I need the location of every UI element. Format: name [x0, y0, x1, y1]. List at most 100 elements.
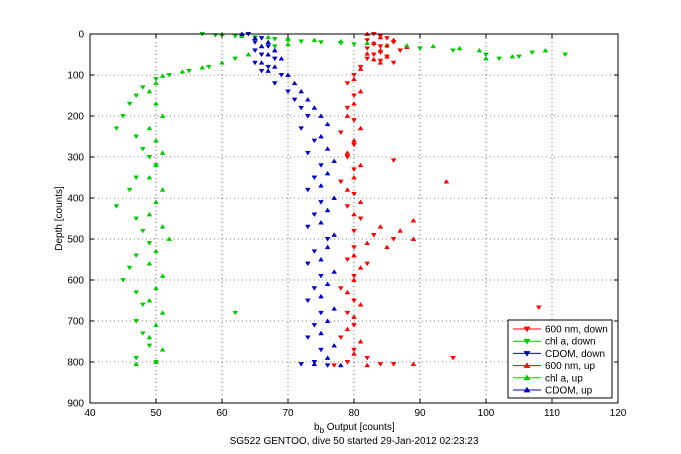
data-point: [351, 252, 357, 258]
data-point: [146, 174, 153, 180]
data-point: [351, 118, 357, 123]
data-point: [318, 347, 324, 353]
data-point: [265, 44, 272, 49]
data-point: [133, 355, 140, 361]
data-point: [337, 38, 344, 44]
figure-caption: SG522 GENTOO, dive 50 started 29-Jan-201…: [230, 436, 479, 447]
data-point: [146, 125, 153, 131]
data-point: [298, 362, 305, 367]
data-point: [344, 204, 351, 209]
data-point: [384, 53, 390, 59]
data-point: [159, 150, 166, 155]
data-point: [377, 60, 384, 65]
legend-label: CDOM, down: [545, 349, 605, 360]
data-point: [159, 113, 166, 118]
y-tick-label: 200: [67, 112, 84, 123]
x-tick-label: 120: [610, 408, 627, 419]
data-point: [304, 187, 311, 193]
data-point: [311, 249, 318, 254]
data-point: [351, 42, 357, 47]
data-point: [265, 64, 272, 70]
data-point: [271, 44, 278, 49]
data-point: [179, 69, 186, 74]
data-point: [331, 232, 338, 237]
data-point: [291, 97, 298, 103]
legend-marker: [523, 326, 531, 333]
data-point: [324, 146, 331, 151]
data-point: [357, 265, 364, 270]
data-point: [351, 191, 357, 197]
data-point: [377, 44, 384, 49]
data-point: [370, 52, 377, 58]
data-point: [285, 36, 291, 41]
data-point: [258, 68, 265, 74]
data-point: [232, 310, 239, 316]
x-tick-label: 40: [84, 408, 96, 419]
data-point: [166, 73, 173, 78]
data-point: [390, 37, 397, 43]
data-point: [324, 170, 331, 176]
data-point: [324, 281, 331, 287]
series-3: [344, 31, 450, 368]
data-point: [357, 216, 364, 222]
data-point: [258, 52, 265, 58]
x-axis-label-subscript: b: [320, 426, 325, 435]
data-point: [331, 269, 338, 274]
data-point: [331, 342, 338, 348]
data-point: [324, 355, 331, 360]
data-point: [146, 260, 153, 266]
data-point: [318, 133, 324, 139]
data-point: [304, 150, 311, 156]
data-point: [364, 40, 371, 45]
x-tick-label: 90: [414, 408, 426, 419]
data-point: [146, 211, 153, 217]
data-point: [384, 244, 390, 250]
data-point: [351, 211, 357, 217]
data-point: [205, 64, 212, 70]
data-point: [318, 310, 324, 316]
data-point: [337, 286, 344, 291]
data-point: [324, 207, 331, 213]
data-point: [351, 137, 357, 143]
x-axis-label: bb Output [counts]: [314, 422, 395, 435]
legend-box: [507, 319, 613, 399]
data-point: [153, 199, 159, 205]
data-point: [443, 178, 450, 184]
data-point: [351, 167, 357, 172]
data-point: [318, 163, 324, 168]
data-point: [133, 216, 140, 222]
data-point: [337, 179, 344, 185]
data-point: [351, 314, 357, 319]
data-point: [324, 237, 331, 242]
data-point: [159, 73, 166, 78]
data-point: [331, 158, 338, 164]
x-tick-label: 70: [282, 408, 294, 419]
data-point: [146, 343, 153, 349]
legend-marker: [523, 386, 531, 393]
data-point: [351, 323, 357, 328]
data-point: [133, 319, 140, 324]
data-point: [351, 73, 357, 78]
data-point: [126, 187, 133, 193]
data-point: [364, 240, 371, 246]
data-point: [133, 290, 140, 295]
data-point: [159, 347, 166, 352]
data-point: [133, 175, 140, 181]
data-point: [344, 81, 351, 86]
y-tick-label: 400: [67, 194, 84, 205]
data-point: [496, 56, 503, 62]
data-point: [351, 347, 357, 353]
data-point: [318, 256, 324, 262]
data-point: [146, 88, 153, 94]
data-point: [324, 244, 331, 250]
data-point: [483, 52, 489, 58]
data-point: [265, 34, 272, 40]
data-point: [159, 224, 166, 229]
data-point: [153, 322, 159, 328]
data-point: [304, 298, 311, 304]
data-point: [364, 51, 371, 56]
data-point: [337, 362, 344, 368]
data-point: [324, 363, 331, 368]
data-point: [265, 68, 272, 73]
legend-label: CDOM, up: [545, 386, 593, 397]
